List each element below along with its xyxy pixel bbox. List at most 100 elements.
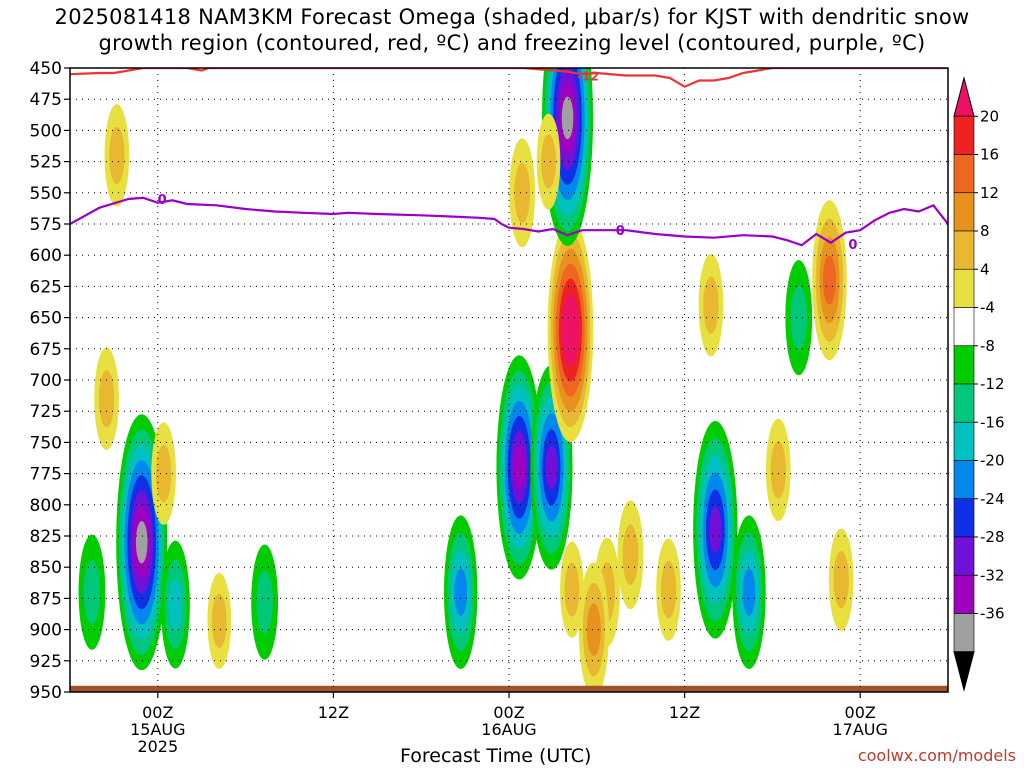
omega-cell bbox=[822, 255, 837, 305]
omega-feature bbox=[94, 347, 119, 450]
omega-feature bbox=[151, 422, 176, 525]
omega-cell bbox=[790, 285, 807, 350]
omega-cell bbox=[155, 445, 172, 503]
freezing-level-label: 0 bbox=[848, 238, 857, 253]
y-tick-label: 950 bbox=[30, 683, 62, 703]
y-tick-label: 600 bbox=[30, 246, 62, 266]
y-tick-label: 575 bbox=[30, 215, 62, 235]
omega-feature bbox=[785, 260, 813, 376]
colorbar-bin bbox=[953, 115, 975, 155]
omega-cell bbox=[564, 308, 577, 352]
colorbar-label: -16 bbox=[980, 413, 1005, 431]
omega-feature bbox=[698, 253, 724, 357]
colorbar: 20 16 12 8 4 -4 -8 -12 -16 -20 -24 -28 -32 -36 bbox=[953, 76, 1005, 692]
colorbar-label: -8 bbox=[980, 337, 995, 355]
colorbar-bin bbox=[953, 268, 975, 308]
y-tick-label: 825 bbox=[30, 527, 62, 547]
freezing-level-label: 0 bbox=[158, 193, 167, 208]
dgz-contour bbox=[70, 68, 948, 88]
omega-cell bbox=[83, 560, 101, 624]
colorbar-bin bbox=[953, 498, 975, 538]
omega-feature bbox=[104, 104, 130, 207]
omega-feature bbox=[547, 218, 594, 443]
y-tick-label: 675 bbox=[30, 340, 62, 360]
omega-feature bbox=[578, 562, 609, 692]
y-tick-label: 500 bbox=[30, 121, 62, 141]
terrain-band bbox=[70, 685, 948, 692]
omega-cell bbox=[622, 524, 639, 585]
omega-cell bbox=[98, 370, 115, 428]
omega-cell bbox=[541, 134, 556, 189]
y-tick-label: 750 bbox=[30, 433, 62, 453]
omega-feature bbox=[617, 500, 644, 610]
x-tick-label: 12Z bbox=[669, 703, 700, 722]
omega-cell bbox=[545, 445, 558, 490]
gridlines bbox=[70, 67, 948, 693]
omega-feature bbox=[509, 138, 536, 248]
colorbar-label: -12 bbox=[980, 375, 1005, 393]
colorbar-label: -24 bbox=[980, 490, 1005, 508]
colorbar-bin bbox=[953, 460, 975, 500]
x-axis-label: Forecast Time (UTC) bbox=[400, 745, 592, 767]
credit-text: coolwx.com/models bbox=[857, 746, 1016, 765]
colorbar-arrow-top bbox=[953, 76, 975, 117]
axes: 450 475 500 525 550 575 600 625 650 675 700 725 750 7… bbox=[30, 59, 888, 756]
omega-feature bbox=[560, 541, 584, 638]
omega-feature bbox=[536, 113, 561, 210]
omega-cell bbox=[109, 126, 125, 184]
omega-shading bbox=[78, 68, 854, 692]
omega-feature bbox=[160, 540, 190, 669]
colorbar-label: 8 bbox=[980, 222, 990, 240]
omega-cell bbox=[135, 520, 148, 564]
colorbar-arrow-bottom bbox=[953, 651, 975, 692]
chart-title-line1: 2025081418 NAM3KM Forecast Omega (shaded… bbox=[54, 5, 970, 29]
omega-cell bbox=[513, 446, 526, 489]
contours: 0 0 0 -12 bbox=[70, 68, 948, 253]
colorbar-label: 16 bbox=[980, 146, 999, 164]
omega-cell bbox=[586, 603, 601, 656]
freezing-level-label: 0 bbox=[616, 224, 625, 239]
omega-cell bbox=[770, 441, 786, 499]
y-tick-label: 875 bbox=[30, 589, 62, 609]
omega-cell bbox=[660, 561, 677, 619]
colorbar-bin bbox=[953, 192, 975, 232]
omega-feature bbox=[251, 544, 279, 660]
y-tick-label: 450 bbox=[30, 59, 62, 79]
y-tick-label: 700 bbox=[30, 371, 62, 391]
colorbar-bin bbox=[953, 536, 975, 576]
colorbar-label: -4 bbox=[980, 299, 995, 317]
x-tick-label: 00Z bbox=[142, 703, 173, 722]
omega-cell bbox=[211, 593, 227, 648]
omega-cell bbox=[709, 506, 722, 553]
omega-feature bbox=[765, 418, 791, 522]
colorbar-bin bbox=[953, 383, 975, 423]
omega-feature bbox=[78, 534, 106, 650]
y-tick-label: 525 bbox=[30, 153, 62, 173]
y-tick-label: 800 bbox=[30, 496, 62, 516]
chart-title: 2025081418 NAM3KM Forecast Omega (shaded… bbox=[0, 4, 1024, 56]
x-tick-label: 00Z bbox=[493, 703, 524, 722]
omega-feature bbox=[812, 200, 847, 361]
omega-feature bbox=[693, 420, 738, 639]
y-tick-label: 625 bbox=[30, 277, 62, 297]
y-tick-label: 550 bbox=[30, 184, 62, 204]
omega-cell bbox=[561, 96, 574, 140]
y-tick-label: 900 bbox=[30, 621, 62, 641]
y-tick-label: 475 bbox=[30, 90, 62, 110]
chart-title-line2: growth region (contoured, red, ºC) and f… bbox=[98, 31, 926, 55]
colorbar-bin bbox=[953, 154, 975, 194]
omega-cell bbox=[742, 568, 756, 616]
colorbar-label: 12 bbox=[980, 184, 999, 202]
colorbar-label: 20 bbox=[980, 107, 999, 125]
omega-cell bbox=[256, 570, 273, 634]
omega-feature bbox=[828, 528, 854, 631]
colorbar-label: -28 bbox=[980, 528, 1005, 546]
terrain-fill bbox=[70, 685, 948, 692]
omega-cell bbox=[564, 562, 580, 617]
y-tick-label: 725 bbox=[30, 402, 62, 422]
x-tick-label: 15AUG bbox=[130, 720, 185, 739]
x-tick-label: 12Z bbox=[318, 703, 349, 722]
x-tick-label: 2025 bbox=[137, 737, 178, 756]
colorbar-label: -20 bbox=[980, 452, 1005, 470]
